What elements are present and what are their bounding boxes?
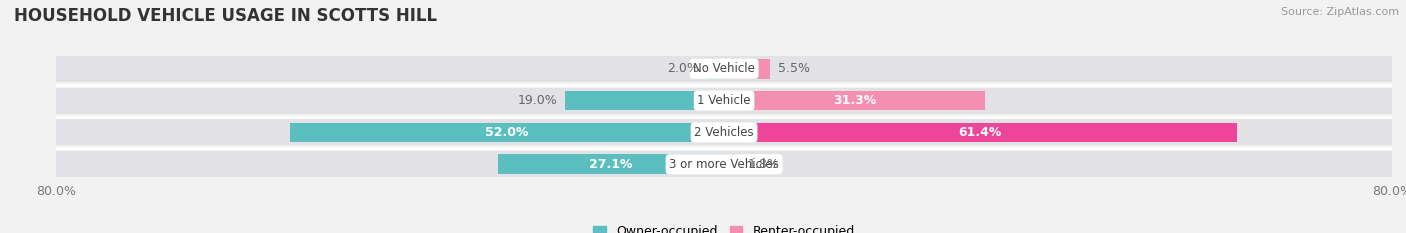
Text: 61.4%: 61.4% [959,126,1002,139]
Bar [498,154,724,174]
Bar [724,59,770,79]
Bar [290,123,724,142]
Bar [724,91,986,110]
Bar [565,91,724,110]
Text: 5.5%: 5.5% [779,62,810,75]
Text: 52.0%: 52.0% [485,126,529,139]
Text: 27.1%: 27.1% [589,158,633,171]
Bar [724,123,1237,142]
Bar [56,88,1392,114]
Legend: Owner-occupied, Renter-occupied: Owner-occupied, Renter-occupied [589,220,859,233]
Text: 2.0%: 2.0% [668,62,699,75]
Bar [724,154,740,174]
Bar [56,151,1392,177]
Text: HOUSEHOLD VEHICLE USAGE IN SCOTTS HILL: HOUSEHOLD VEHICLE USAGE IN SCOTTS HILL [14,7,437,25]
Text: 3 or more Vehicles: 3 or more Vehicles [669,158,779,171]
Bar [707,59,724,79]
Text: No Vehicle: No Vehicle [693,62,755,75]
Text: 31.3%: 31.3% [834,94,876,107]
Text: 1.8%: 1.8% [748,158,779,171]
Bar [56,119,1392,145]
Text: 2 Vehicles: 2 Vehicles [695,126,754,139]
Bar [56,56,1392,82]
Text: 19.0%: 19.0% [517,94,557,107]
Text: Source: ZipAtlas.com: Source: ZipAtlas.com [1281,7,1399,17]
Text: 1 Vehicle: 1 Vehicle [697,94,751,107]
